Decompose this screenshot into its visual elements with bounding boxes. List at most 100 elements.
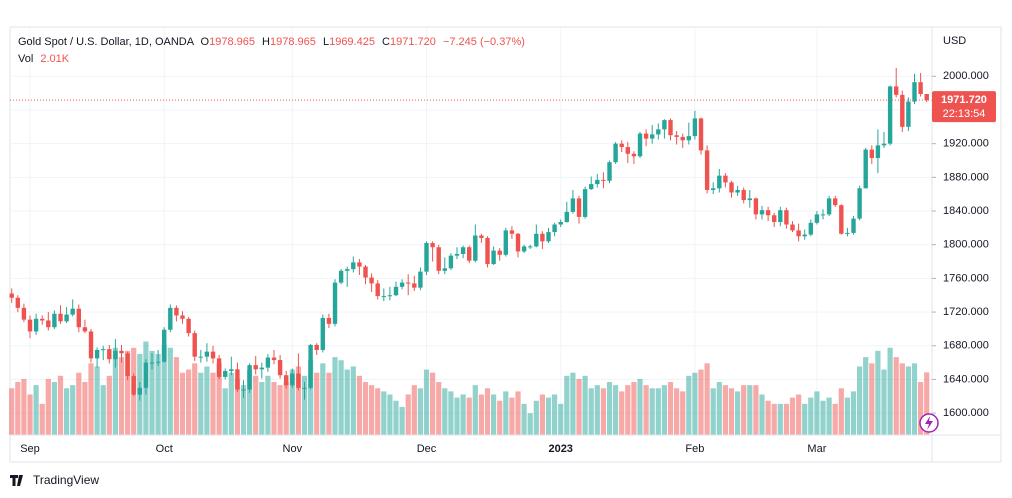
y-tick-label: 1920.000 bbox=[943, 138, 989, 150]
volume-bar bbox=[405, 394, 411, 435]
candle-body bbox=[521, 246, 527, 252]
volume-bar bbox=[857, 366, 863, 435]
volume-bar bbox=[728, 388, 735, 435]
candle-body bbox=[265, 357, 271, 368]
candle-body bbox=[747, 198, 753, 201]
volume-bar bbox=[478, 394, 485, 435]
volume-bar bbox=[216, 363, 222, 435]
candle-body bbox=[345, 269, 350, 271]
countdown: 22:13:54 bbox=[943, 108, 986, 120]
candle-body bbox=[582, 189, 588, 217]
candle-body bbox=[491, 250, 496, 265]
candle-body bbox=[863, 149, 868, 189]
candle-body bbox=[650, 134, 655, 139]
volume-bar bbox=[186, 369, 192, 435]
candle-body bbox=[180, 315, 185, 319]
volume-bar bbox=[527, 413, 533, 435]
candle-body bbox=[338, 270, 344, 283]
candle-body bbox=[137, 387, 143, 395]
candle-body bbox=[381, 296, 387, 298]
volume-bar bbox=[564, 375, 570, 435]
candle-body bbox=[375, 283, 380, 297]
volume-bar bbox=[521, 403, 527, 435]
volume-bar bbox=[911, 363, 918, 435]
candle-body bbox=[552, 224, 557, 233]
candle-body bbox=[528, 246, 533, 248]
candle-body bbox=[107, 349, 112, 360]
candle-body bbox=[845, 232, 850, 234]
volume-bar bbox=[466, 397, 472, 435]
candle-body bbox=[631, 153, 637, 157]
candle-body bbox=[259, 367, 265, 370]
candle-body bbox=[619, 143, 624, 148]
x-tick-label: Feb bbox=[685, 443, 704, 455]
volume-bar bbox=[423, 369, 430, 435]
brand-logo bbox=[10, 475, 23, 486]
candle-body bbox=[247, 365, 252, 390]
volume-bar bbox=[76, 372, 82, 435]
volume-bar bbox=[674, 388, 680, 435]
volume-bar bbox=[869, 363, 875, 435]
candle-body bbox=[52, 313, 57, 328]
event-icon-bolt bbox=[925, 416, 933, 430]
candle-body bbox=[369, 277, 374, 284]
candle-body bbox=[332, 282, 338, 324]
candle-body bbox=[241, 389, 246, 391]
volume-bar bbox=[539, 394, 546, 435]
volume-pane bbox=[9, 341, 930, 435]
candle-body bbox=[497, 250, 502, 255]
candle-body bbox=[210, 351, 216, 359]
volume-bar bbox=[497, 400, 503, 435]
volume-bar bbox=[613, 385, 619, 435]
volume-bar bbox=[875, 350, 881, 435]
candle-body bbox=[851, 218, 856, 233]
candle-body bbox=[912, 82, 917, 102]
volume-bar bbox=[570, 372, 576, 435]
currency: USD bbox=[943, 35, 966, 47]
candle-body bbox=[729, 182, 734, 193]
candle-body bbox=[808, 222, 814, 235]
y-tick-label: 1760.000 bbox=[943, 272, 989, 284]
candle-body bbox=[296, 373, 301, 388]
candle-body bbox=[223, 371, 228, 377]
candle-body bbox=[406, 282, 411, 284]
volume-bar bbox=[88, 363, 94, 435]
candle-body bbox=[698, 118, 704, 151]
volume-bar bbox=[234, 378, 241, 435]
candle-body bbox=[790, 224, 795, 231]
candle-body bbox=[460, 247, 466, 254]
volume-bar bbox=[94, 366, 100, 435]
high-letter: H bbox=[262, 36, 270, 48]
volume-name: Vol bbox=[18, 53, 33, 65]
legend: Gold Spot / U.S. Dollar, 1D, OANDA O1978… bbox=[18, 36, 525, 48]
candle-body bbox=[686, 136, 692, 141]
candle-body bbox=[442, 268, 448, 271]
volume-bar bbox=[125, 350, 131, 435]
volume-bar bbox=[826, 397, 832, 435]
volume-bar bbox=[271, 382, 277, 435]
candle-body bbox=[155, 361, 161, 363]
candle-body bbox=[424, 243, 429, 272]
candle-body bbox=[387, 295, 393, 297]
candle-body bbox=[412, 283, 417, 288]
volume-bar bbox=[350, 366, 356, 435]
candle-body bbox=[796, 230, 801, 237]
volume-bar bbox=[210, 372, 216, 435]
volume-bar bbox=[558, 403, 564, 435]
change: −7.245 (−0.37%) bbox=[443, 36, 525, 48]
volume-bar bbox=[765, 400, 771, 435]
volume-bar bbox=[753, 385, 759, 435]
candle-body bbox=[784, 210, 789, 225]
volume-bar bbox=[545, 397, 552, 435]
volume-bar bbox=[57, 375, 64, 435]
volume-bar bbox=[503, 391, 509, 435]
volume-bar bbox=[222, 388, 228, 435]
volume-bar bbox=[472, 385, 478, 435]
volume-legend: Vol 2.01K bbox=[18, 53, 70, 65]
candle-body bbox=[198, 356, 204, 358]
brand: TradingView bbox=[33, 473, 99, 487]
candle-body bbox=[735, 189, 740, 193]
candle-body bbox=[723, 175, 728, 183]
volume-bar bbox=[667, 382, 674, 435]
